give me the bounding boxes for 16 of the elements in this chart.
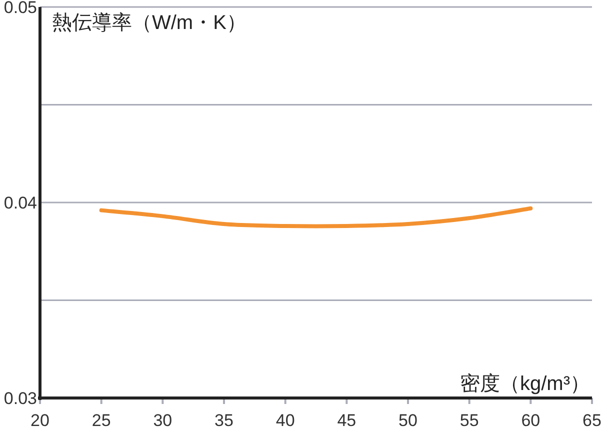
y-tick-label: 0.05	[4, 0, 37, 17]
x-tick-label: 65	[582, 411, 602, 430]
x-tick-label: 25	[92, 411, 111, 430]
y-tick-label: 0.04	[4, 194, 37, 212]
x-tick-label: 55	[460, 411, 479, 430]
x-axis-title: 密度（kg/m³）	[460, 373, 590, 395]
x-tick-label: 40	[276, 411, 295, 430]
x-tick-label: 35	[214, 411, 234, 430]
x-tick-label: 45	[337, 411, 356, 430]
x-tick-label: 20	[30, 411, 50, 430]
y-axis-title: 熱伝導率（W/m・K）	[52, 12, 246, 34]
y-tick-label: 0.03	[4, 389, 37, 408]
line-series	[99, 206, 533, 228]
x-tick-label: 50	[398, 411, 418, 430]
x-tick-label: 60	[521, 411, 540, 430]
x-tick-label: 30	[153, 411, 172, 430]
